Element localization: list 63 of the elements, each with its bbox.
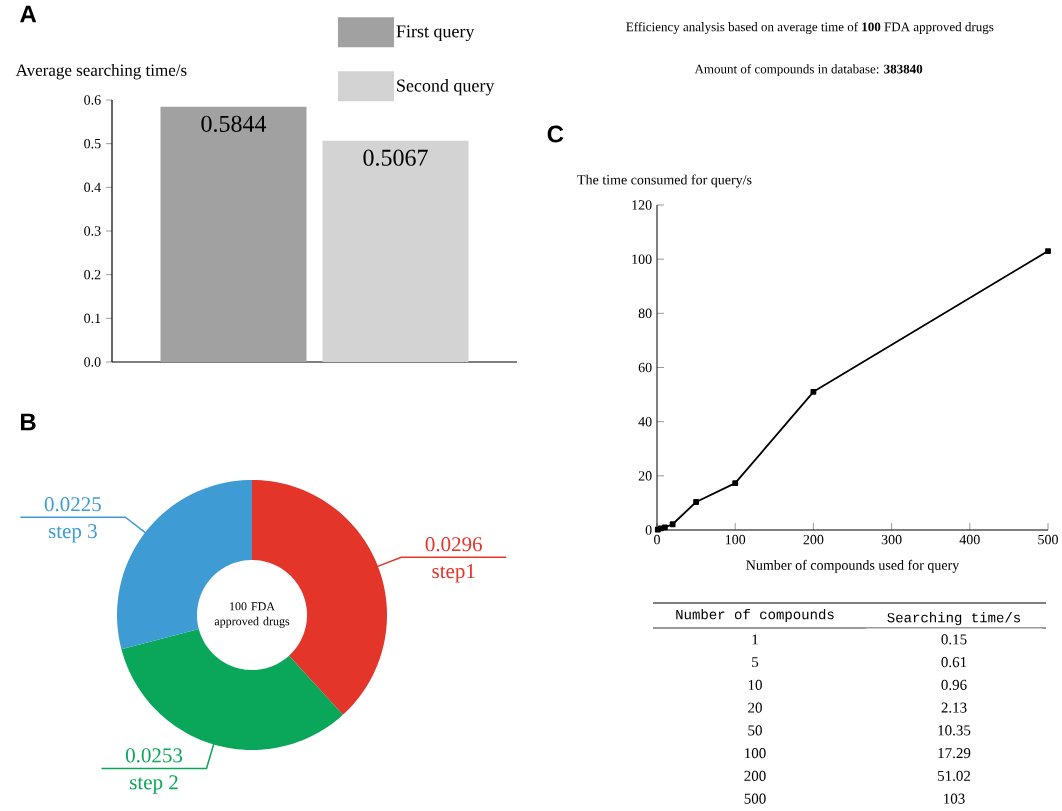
- data-label: 0.0253: [125, 748, 183, 763]
- y-tick-label: 0: [645, 525, 652, 535]
- data-label: 0.0225: [44, 497, 101, 512]
- y-tick-label: 10: [748, 679, 762, 690]
- data-label: 2.13: [941, 702, 967, 713]
- y-tick-label: 0.1: [84, 313, 101, 324]
- chart-title: A: [20, 5, 37, 23]
- point: [693, 499, 700, 505]
- y-tick-label: 5: [752, 657, 759, 668]
- y-tick-label: 0.0: [84, 357, 101, 367]
- data-label: 0.5844: [201, 115, 267, 132]
- x-tick-label: 100: [725, 534, 746, 545]
- y-tick-label: 60: [638, 362, 652, 373]
- y-tick-label: 20: [638, 471, 652, 481]
- legend-label: Second query: [397, 79, 495, 96]
- data-label: 0.61: [941, 657, 967, 668]
- slice-label: step 3: [48, 524, 97, 543]
- y-tick-label: 80: [638, 308, 652, 319]
- slice-label: step 2: [130, 775, 178, 794]
- data-label: 103: [944, 793, 965, 804]
- chart-title: B: [20, 413, 36, 431]
- point: [1045, 248, 1051, 254]
- y-tick-label: 0.6: [84, 95, 101, 105]
- x-tick-label: 500: [1038, 534, 1058, 545]
- x-tick-label: 400: [959, 534, 980, 545]
- data-label: 0.0296: [425, 537, 482, 552]
- data-label: 17.29: [938, 748, 971, 759]
- text: 100 FDA approved drugs: [214, 602, 290, 628]
- slice-label: step1: [432, 564, 475, 583]
- point: [732, 480, 739, 487]
- point: [661, 524, 668, 531]
- y-tick-label: 1: [752, 634, 758, 645]
- text: Efficiency analysis based on average time of 100 FDA approved drugs: [626, 21, 994, 34]
- y-tick-label: 200: [744, 770, 766, 781]
- y-tick-label: 0.4: [84, 182, 101, 193]
- y-tick-label: 120: [632, 200, 652, 210]
- x-axis-title: Number of compounds used for query: [746, 559, 960, 573]
- data-label: 0.15: [941, 634, 967, 645]
- y-tick-label: 40: [638, 416, 652, 427]
- y-tick-label: 100: [745, 748, 766, 759]
- x-tick-label: 0: [654, 534, 660, 545]
- x-tick-label: 300: [881, 534, 902, 545]
- y-tick-label: 20: [748, 702, 762, 713]
- y-tick-label: 100: [632, 254, 652, 264]
- x-tick-label: Searching time/s: [887, 612, 1021, 626]
- y-tick-label: 50: [748, 725, 762, 736]
- data-label: 0.96: [941, 679, 967, 690]
- y-tick-label: 0.5: [84, 138, 101, 149]
- y-axis-title: The time consumed for query/s: [577, 174, 752, 188]
- y-axis-title: Number of compounds: [676, 608, 834, 623]
- data-label: 10.35: [938, 725, 971, 736]
- text: Amount of compounds in database: 383840: [694, 64, 923, 77]
- y-tick-label: 500: [744, 793, 766, 804]
- point: [669, 521, 676, 528]
- data-label: 0.5067: [363, 149, 428, 166]
- point: [810, 388, 817, 395]
- chart-title: C: [547, 125, 564, 143]
- x-tick-label: 200: [803, 534, 824, 545]
- legend-label: First query: [396, 25, 475, 42]
- y-tick-label: 0.3: [84, 226, 101, 236]
- y-tick-label: 0.2: [84, 269, 101, 280]
- y-axis-title: Average searching time/s: [15, 63, 187, 80]
- data-label: 51.02: [938, 770, 971, 781]
